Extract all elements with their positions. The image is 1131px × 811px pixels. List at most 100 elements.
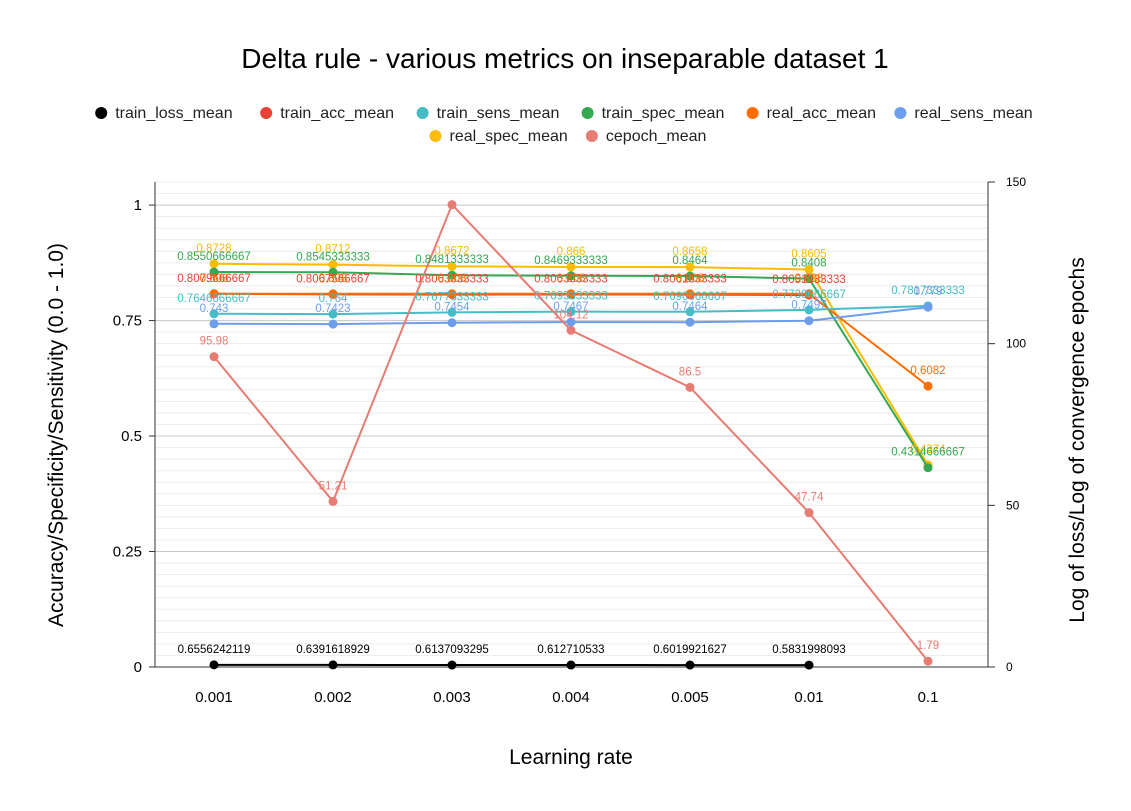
legend-item-real_acc_mean[interactable]: real_acc_mean: [746, 105, 876, 122]
legend-swatch: [581, 107, 594, 119]
train_sens_mean-point[interactable]: [685, 307, 695, 317]
train_sens_mean-point[interactable]: [447, 307, 457, 317]
real_acc_mean-data-label: 0.808: [557, 273, 586, 285]
legend-item-train_sens_mean[interactable]: train_sens_mean: [416, 105, 560, 122]
train_spec_mean-point[interactable]: [566, 271, 576, 281]
cepoch_mean-point[interactable]: [328, 496, 338, 506]
real_sens_mean-point[interactable]: [923, 302, 933, 312]
legend-label: train_spec_mean: [602, 105, 725, 122]
legend-swatch: [416, 107, 429, 119]
cepoch_mean-point[interactable]: [685, 382, 695, 392]
real_sens_mean-data-label: 0.7454: [434, 302, 470, 314]
real_sens_mean-point[interactable]: [447, 318, 457, 328]
real_acc_mean-point[interactable]: [685, 289, 695, 299]
y-tick-label: 0: [134, 659, 142, 676]
real_acc_mean-data-label: 0.808: [438, 273, 467, 285]
train_sens_mean-point[interactable]: [328, 309, 338, 319]
legend-item-real_spec_mean[interactable]: real_spec_mean: [429, 128, 568, 145]
train_spec_mean-point[interactable]: [685, 271, 695, 281]
real_acc_mean-point[interactable]: [566, 289, 576, 299]
legend-item-train_loss_mean[interactable]: train_loss_mean: [95, 105, 233, 122]
train_spec_mean-point[interactable]: [328, 267, 338, 277]
real_spec_mean-data-label: 0.8605: [791, 249, 826, 261]
train_loss_mean-point[interactable]: [804, 660, 814, 670]
train_sens_mean-point[interactable]: [566, 307, 576, 317]
legend-label: train_loss_mean: [115, 105, 232, 122]
legend-swatch: [894, 107, 907, 119]
y2-tick-label: 50: [1006, 498, 1020, 512]
train_spec_mean-point[interactable]: [804, 274, 814, 284]
legend-label: real_sens_mean: [914, 105, 1032, 122]
train_sens_mean-point[interactable]: [804, 305, 814, 315]
cepoch_mean-point[interactable]: [566, 325, 576, 335]
y-axis-title: Accuracy/Specificity/Sensitivity (0.0 - …: [45, 243, 68, 627]
real_acc_mean-point[interactable]: [328, 289, 338, 299]
real_acc_mean-point[interactable]: [923, 381, 933, 391]
train_spec_mean-data-label: 0.8481333333: [415, 254, 489, 266]
legend-label: cepoch_mean: [606, 128, 707, 145]
train_sens_mean-point[interactable]: [209, 309, 219, 319]
train_loss_mean-data-label: 0.612710533: [537, 644, 604, 656]
real_sens_mean-point[interactable]: [209, 319, 219, 329]
y-tick-label: 1: [134, 197, 142, 214]
real_spec_mean-point[interactable]: [328, 260, 338, 270]
train_acc_mean-data-label: 0.8079666667: [177, 273, 251, 285]
cepoch_mean-point[interactable]: [923, 656, 933, 666]
legend-item-cepoch_mean[interactable]: cepoch_mean: [585, 128, 707, 145]
axes: 0 0.25 0.5 0.75 1 0 50 100 150 0.001 0.002 0.003 0.0…: [113, 175, 1027, 706]
train_loss_mean-point[interactable]: [328, 660, 338, 670]
legend-label: train_sens_mean: [437, 105, 560, 122]
legend-item-real_sens_mean[interactable]: real_sens_mean: [894, 105, 1033, 122]
legend-item-train_acc_mean[interactable]: train_acc_mean: [260, 105, 394, 122]
real_sens_mean-point[interactable]: [804, 316, 814, 326]
train_loss_mean-point[interactable]: [566, 660, 576, 670]
real_spec_mean-point[interactable]: [685, 262, 695, 272]
train_loss_mean-point[interactable]: [447, 660, 457, 670]
x-axis-title: Learning rate: [509, 746, 633, 769]
real_acc_mean-data-label: 0.808: [200, 273, 229, 285]
legend-item-train_spec_mean[interactable]: train_spec_mean: [581, 105, 725, 122]
train_spec_mean-point[interactable]: [923, 463, 933, 473]
cepoch_mean-data-label: 95.98: [200, 336, 229, 348]
real_spec_mean-point[interactable]: [209, 259, 219, 269]
cepoch_mean-point[interactable]: [447, 200, 457, 210]
cepoch_mean-point[interactable]: [804, 508, 814, 518]
y2-axis-title: Log of loss/Log of convergence epochs: [1066, 257, 1089, 622]
train_loss_mean-point[interactable]: [685, 660, 695, 670]
cepoch_mean-data-label: 1.79: [917, 640, 939, 652]
x-tick-label: 0.1: [918, 689, 939, 706]
real_sens_mean-point[interactable]: [566, 317, 576, 327]
real_spec_mean-point[interactable]: [447, 261, 457, 271]
real_acc_mean-point[interactable]: [804, 289, 814, 299]
y-tick-label: 0.75: [113, 313, 142, 330]
real_sens_mean-point[interactable]: [685, 317, 695, 327]
real_spec_mean-point[interactable]: [566, 262, 576, 272]
real_acc_mean-data-label: 0.808: [795, 273, 824, 285]
real_sens_mean-data-label: 0.7464: [672, 301, 708, 313]
y2-tick-label: 0: [1006, 660, 1013, 674]
legend-swatch: [429, 130, 442, 142]
train_loss_mean-data-label: 0.6019921627: [653, 644, 727, 656]
real_sens_mean-point[interactable]: [328, 319, 338, 329]
real_spec_mean-data-label: 0.8712: [315, 244, 350, 256]
real_acc_mean-point[interactable]: [447, 289, 457, 299]
y-tick-label: 0.25: [113, 544, 142, 561]
train_sens_mean-data-label: 0.7677333333: [415, 291, 489, 303]
train_spec_mean-point[interactable]: [209, 267, 219, 277]
train_loss_mean-data-label: 0.6137093295: [415, 644, 489, 656]
series-cepoch_mean: [209, 200, 933, 666]
train_spec_mean-point[interactable]: [447, 270, 457, 280]
x-tick-label: 0.002: [314, 689, 352, 706]
x-tick-label: 0.004: [552, 689, 590, 706]
legend-swatch: [746, 107, 759, 119]
real_spec_mean-data-label: 0.866: [557, 246, 586, 258]
x-tick-label: 0.01: [794, 689, 823, 706]
real_spec_mean-data-label: 0.8658: [672, 246, 707, 258]
train_loss_mean-point[interactable]: [209, 660, 219, 670]
train_sens_mean-data-label: 0.7693333333: [534, 291, 608, 303]
real_acc_mean-data-label: 0.808: [676, 273, 705, 285]
cepoch_mean-point[interactable]: [209, 352, 219, 362]
real_acc_mean-point[interactable]: [209, 289, 219, 299]
real_spec_mean-point[interactable]: [804, 265, 814, 275]
